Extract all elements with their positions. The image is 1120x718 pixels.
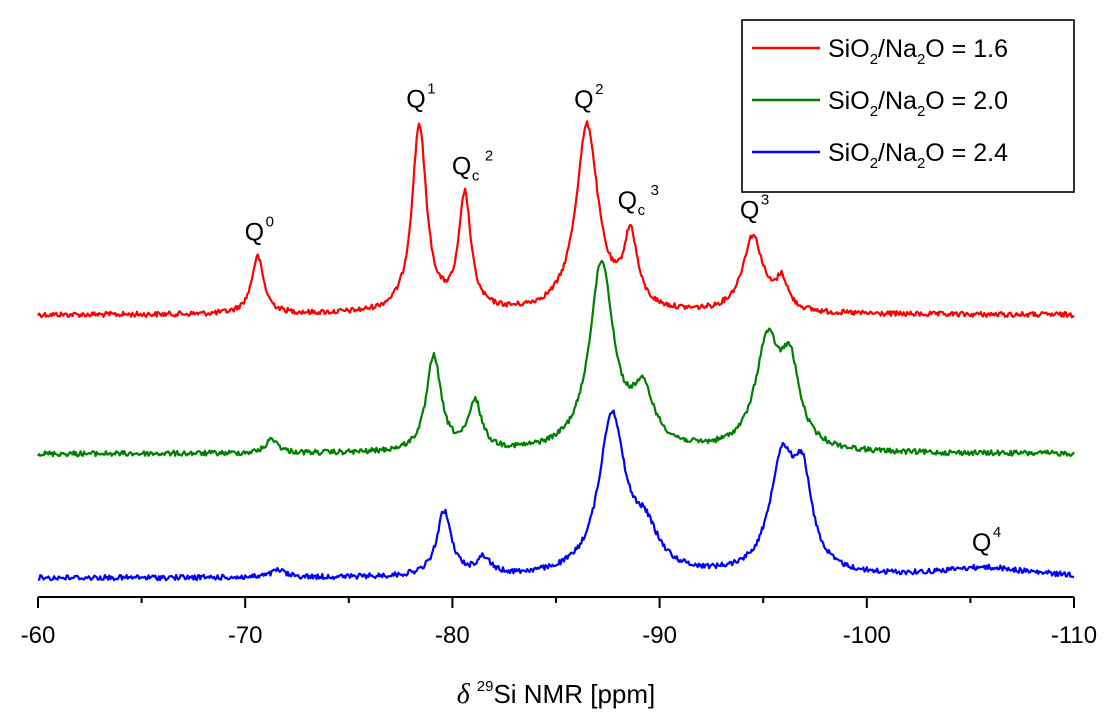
peak-label: Q 3c [618,182,659,219]
legend-entry-1: SiO2/Na2O = 1.6 [828,35,1008,68]
peak-label-sub: c [472,168,480,185]
x-tick-label: -100 [843,622,891,649]
x-tick-label: -80 [435,622,470,649]
peak-annotations: Q 0Q 1Q 2cQ 2Q 3c Q 3Q 4 [245,80,1002,557]
series-line-2 [37,259,1075,458]
x-tick-label: -90 [642,622,677,649]
peak-label-sup: 3 [651,182,659,199]
x-tick-label: -110 [1051,622,1097,649]
peak-label-base: Q [972,529,991,557]
x-tick-label: -70 [228,622,263,649]
series-line-3 [37,409,1075,582]
peak-label-base: Q [245,218,264,246]
peak-label-sup: 4 [993,524,1001,541]
series-layer [37,120,1075,582]
peak-label-sup: 2 [595,81,603,98]
peak-label-base: Q [740,197,759,225]
peak-label-base: Q [574,86,593,114]
legend-entry-2: SiO2/Na2O = 2.0 [828,87,1008,120]
peak-label-sup: 3 [761,192,769,209]
peak-label-sup: 2 [485,148,493,165]
peak-label-base: Q [618,187,637,215]
series-line-1 [37,120,1075,319]
peak-label-base: Q [406,85,425,113]
peak-label: Q 2c [452,148,493,185]
peak-label-sup: 0 [266,213,274,230]
x-tick-label: -60 [21,622,56,649]
peak-label-sup: 1 [427,80,435,97]
legend-entry-3: SiO2/Na2O = 2.4 [828,139,1008,172]
x-axis-label: δ 29Si NMR [ppm] [457,678,656,710]
peak-label-base: Q [452,153,471,181]
x-axis-title: δ 29Si NMR [ppm] [457,678,656,710]
legend: SiO2/Na2O = 1.6 SiO2/Na2O = 2.0 SiO2/Na2O … [741,19,1075,193]
x-axis: -60 -70 -80 -90 -100 -110 [21,596,1097,649]
peak-label-sub: c [638,202,646,219]
